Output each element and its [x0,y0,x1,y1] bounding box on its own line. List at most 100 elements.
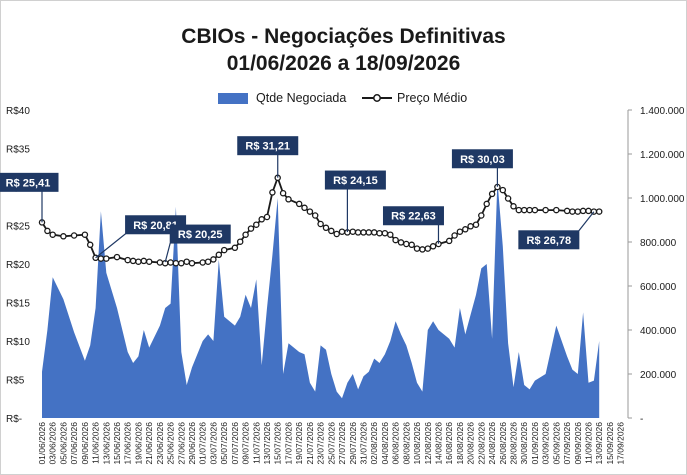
x-tick-label: 19/06/2026 [133,422,143,465]
preco-medio-point [317,220,324,228]
preco-medio-point [188,259,196,267]
preco-medio-point [199,259,206,266]
price-callout-box [451,149,513,169]
preco-medio-point [306,208,314,215]
preco-medio-point [483,200,490,208]
preco-medio-point [542,206,549,214]
price-callout-label: R$ 20,25 [178,229,223,241]
preco-medio-point [113,253,121,261]
x-tick-label: 15/07/2026 [273,422,283,465]
preco-medio-point [429,243,437,250]
preco-medio-point [220,246,228,254]
y-right-tick-label: 1.000.000 [640,194,685,205]
preco-medio-point [387,231,394,238]
preco-medio-point [269,189,276,196]
preco-medio-point [419,246,426,253]
x-tick-label: 15/09/2026 [605,422,615,465]
preco-medio-point [488,190,496,198]
x-tick-label: 01/07/2026 [198,422,208,465]
preco-medio-point [462,226,469,233]
x-tick-label: 13/09/2026 [594,422,604,465]
x-tick-label: 10/08/2026 [412,422,422,465]
x-tick-label: 30/08/2026 [519,422,529,465]
preco-medio-point [236,238,244,245]
y-right-tick-label: 400.000 [640,326,677,337]
preco-medio-point [413,245,421,252]
preco-medio-point [44,227,51,235]
legend-label-preco: Preço Médio [397,91,468,105]
preco-medio-point [585,207,592,215]
preco-medio-point [579,207,587,215]
preco-medio-point [499,186,507,194]
preco-medio-point [70,232,78,239]
x-tick-label: 27/06/2026 [176,422,186,465]
preco-medio-point [135,258,142,265]
price-callout-label: R$ 26,78 [527,235,572,247]
preco-medio-point [328,227,335,235]
x-tick-label: 22/08/2026 [476,422,486,465]
x-tick-label: 15/06/2026 [112,422,122,465]
preco-medio-point [333,230,340,238]
legend-label-qtde: Qtde Negociada [256,91,347,105]
preco-medio-point [258,216,265,223]
x-tick-label: 05/07/2026 [219,422,229,465]
y-left-tick-label: R$35 [6,145,30,156]
x-tick-label: 13/07/2026 [262,422,272,465]
preco-medio-point [178,259,185,267]
price-callout-label: R$ 20,81 [133,220,178,232]
x-tick-label: 01/09/2026 [530,422,540,465]
preco-medio-point [403,240,410,248]
preco-medio-point [349,228,357,235]
price-callout-label: R$ 22,63 [391,211,436,223]
y-right-tick-label: 1.400.000 [640,106,685,117]
preco-medio-point [526,206,533,214]
preco-medio-point [354,229,362,236]
preco-medio-point [204,258,212,265]
x-tick-label: 12/08/2026 [423,422,433,465]
preco-medio-point [322,224,330,232]
price-callout-box [0,172,59,192]
preco-medio-point [504,195,512,202]
x-tick-label: 08/08/2026 [401,422,411,465]
preco-medio-point [370,229,378,236]
x-tick-label: 21/06/2026 [144,422,154,465]
preco-medio-point [510,203,517,210]
preco-medio-point [563,207,571,215]
preco-medio-point [60,233,67,240]
x-tick-label: 29/06/2026 [187,422,197,465]
chart-title: CBIOs - Negociações Definitivas [181,25,506,48]
preco-medio-point [279,189,287,197]
preco-medio-point [553,206,560,214]
preco-medio-point [124,256,131,264]
x-tick-label: 29/07/2026 [348,422,358,465]
preco-medio-point [97,255,105,262]
preco-medio-point [172,259,180,267]
x-tick-label: 05/09/2026 [551,422,561,465]
x-tick-label: 23/07/2026 [316,422,326,465]
preco-medio-point [253,221,260,228]
price-callout-box [324,170,386,190]
price-callout-box [518,230,580,250]
preco-medio-point [451,232,458,239]
preco-medio-point [381,229,389,237]
x-tick-label: 06/08/2026 [391,422,401,465]
x-tick-label: 24/08/2026 [487,422,497,465]
y-left-tick-label: R$5 [6,376,25,387]
preco-medio-point [531,206,539,214]
y-right-tick-label: 600.000 [640,282,677,293]
y-left-tick-label: R$15 [6,299,30,310]
preco-medio-point [242,231,249,238]
preco-medio-point [140,257,148,265]
price-callout-leader [164,242,171,263]
y-left-tick-label: R$- [6,414,22,425]
preco-medio-point [574,208,582,215]
x-tick-label: 09/06/2026 [80,422,90,465]
preco-medio-point [376,229,383,237]
preco-medio-point [145,258,153,265]
x-tick-label: 31/07/2026 [359,422,369,465]
preco-medio-point [103,255,110,262]
preco-medio-point [467,223,474,230]
x-tick-label: 17/06/2026 [123,422,133,465]
preco-medio-point [338,228,346,235]
x-tick-label: 21/07/2026 [305,422,315,465]
